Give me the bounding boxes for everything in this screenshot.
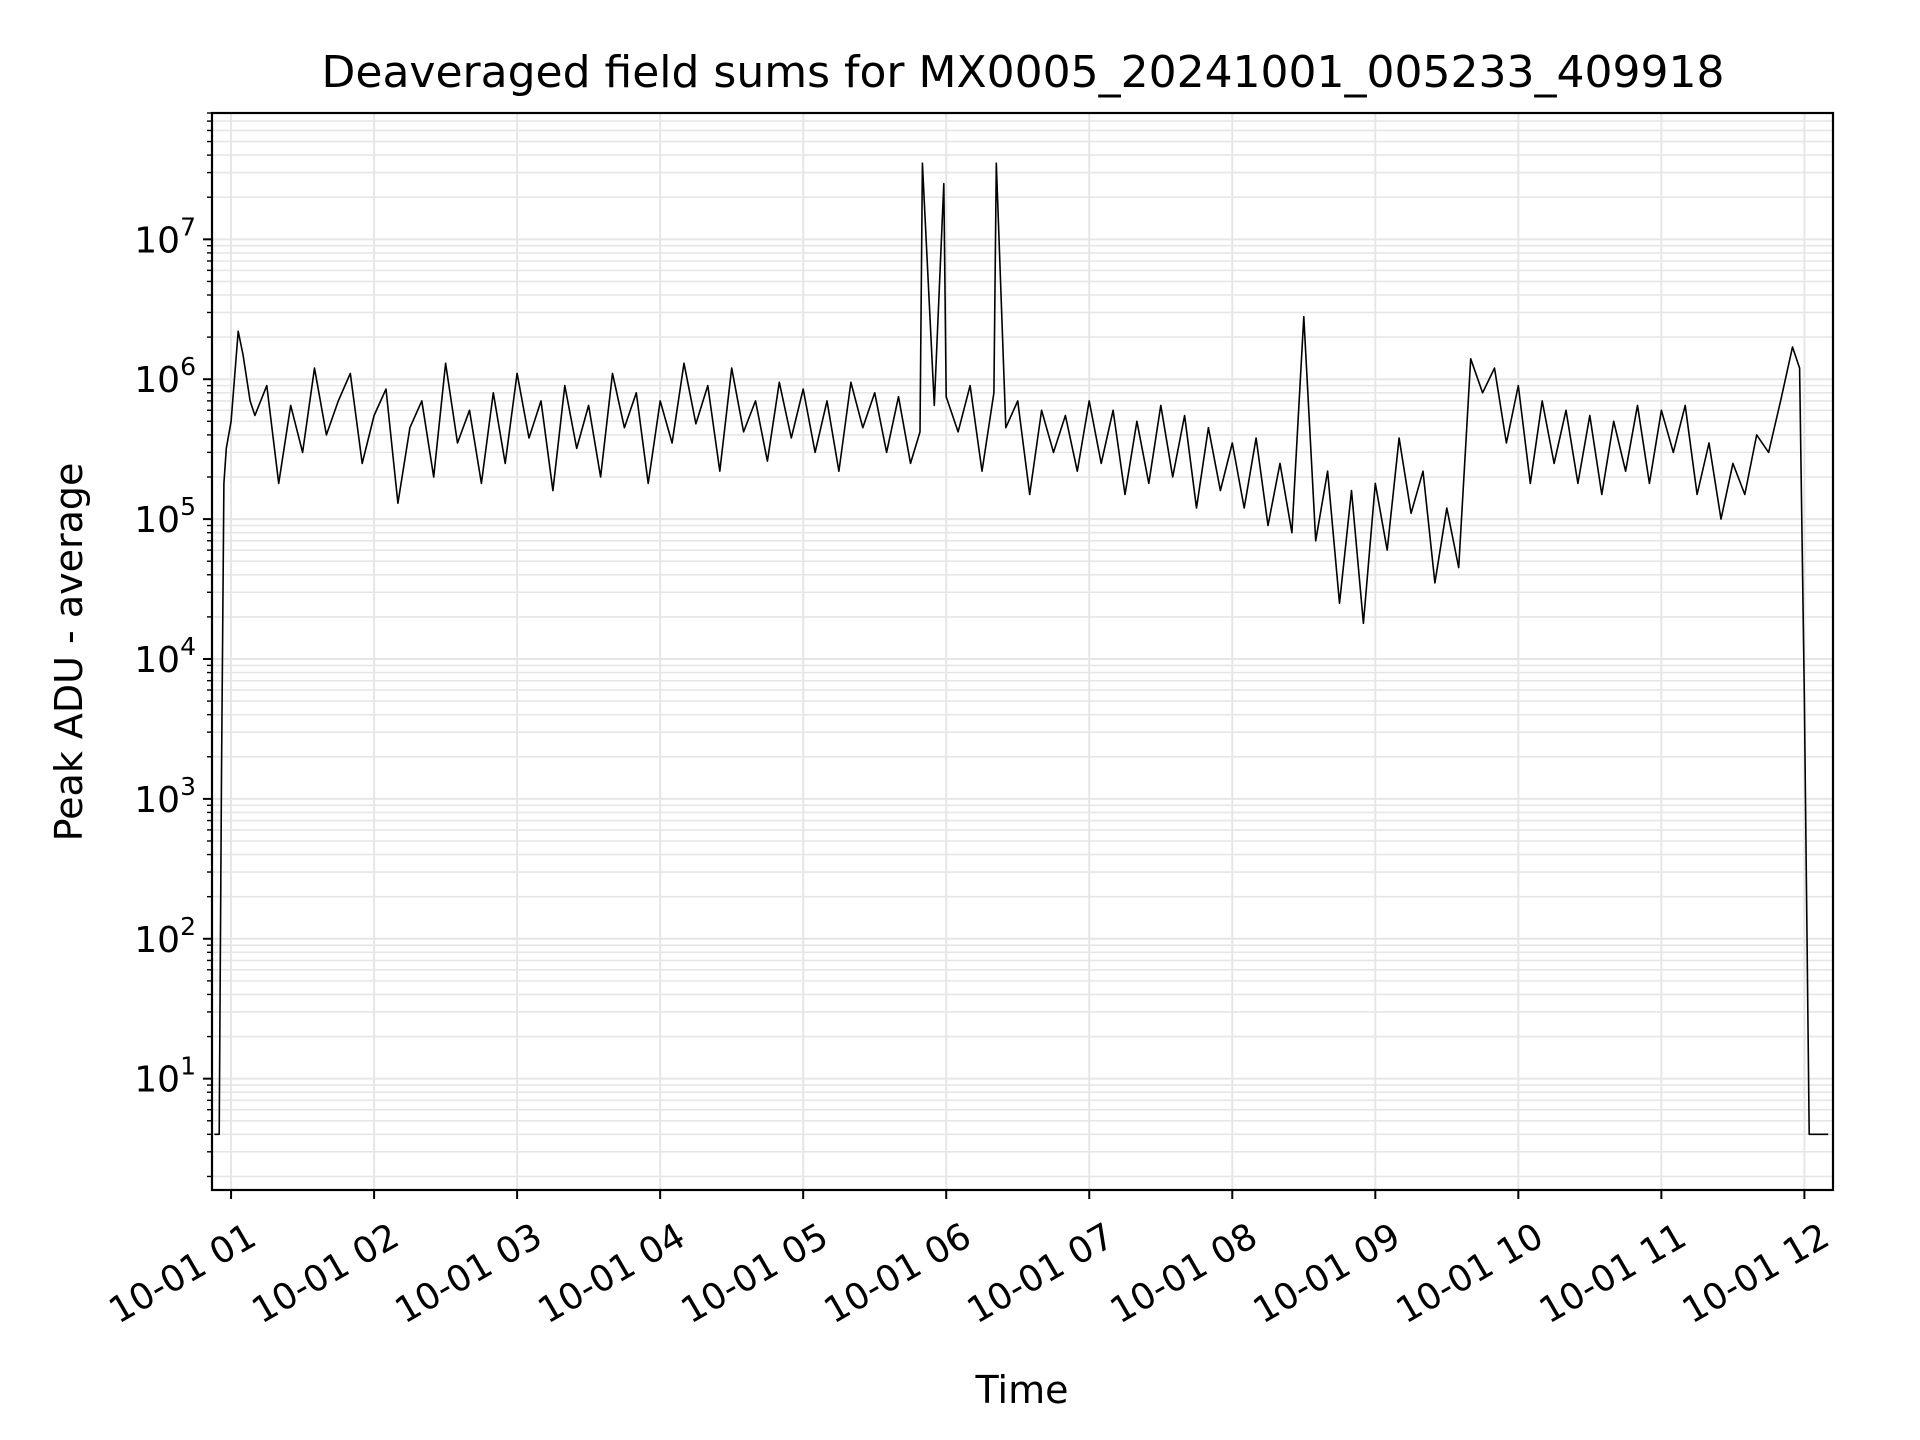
series-line <box>214 162 1829 1136</box>
chart-title: Deaveraged field sums for MX0005_2024100… <box>322 47 1725 98</box>
y-tick-label: 106 <box>134 352 196 401</box>
data-series <box>214 162 1829 1136</box>
y-tick-label: 102 <box>134 912 196 961</box>
y-axis: 101 102 103 104 105 106 107 <box>134 112 212 1178</box>
y-tick-label: 103 <box>134 772 196 821</box>
y-tick-label: 104 <box>134 632 196 681</box>
plot-frame <box>210 111 1835 1192</box>
y-axis-label: Peak ADU - average <box>47 463 91 842</box>
grid <box>212 112 1833 1190</box>
y-tick-label: 101 <box>134 1052 196 1101</box>
y-tick-label: 105 <box>134 492 196 541</box>
x-axis-label: Time <box>975 1368 1069 1412</box>
y-tick-label: 107 <box>134 212 196 261</box>
